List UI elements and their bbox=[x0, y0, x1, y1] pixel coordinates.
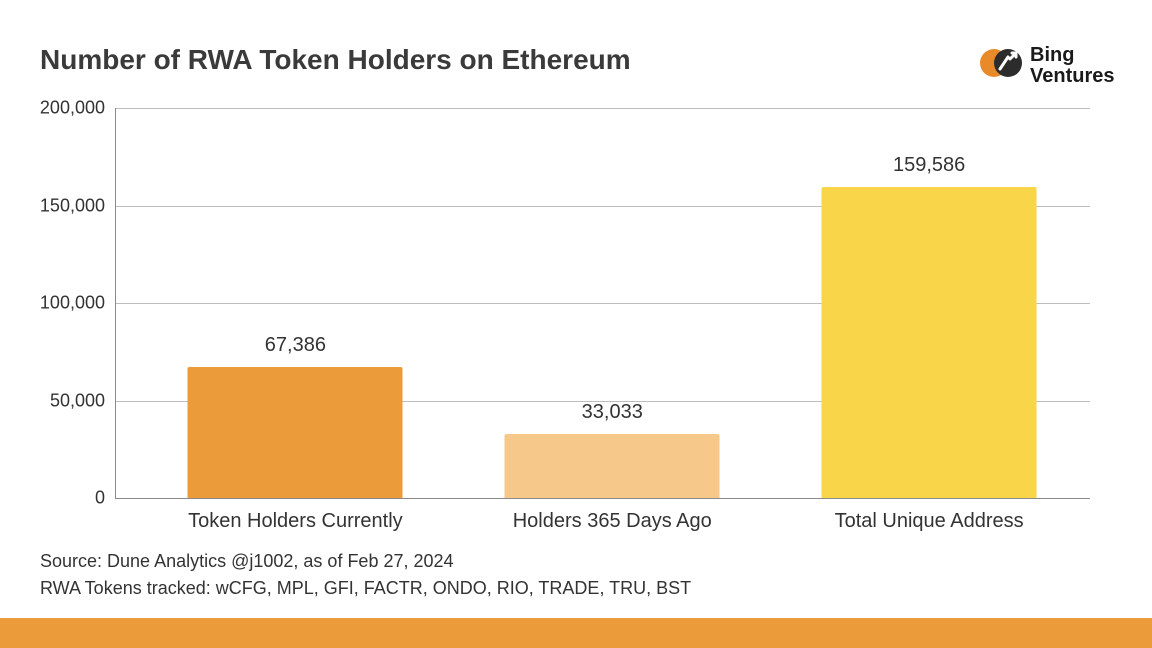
category-label: Holders 365 Days Ago bbox=[513, 510, 712, 533]
bottom-accent-band bbox=[0, 618, 1152, 648]
page-root: Number of RWA Token Holders on Ethereum … bbox=[0, 0, 1152, 648]
bar-value-label: 159,586 bbox=[893, 154, 965, 177]
category-label: Token Holders Currently bbox=[188, 510, 403, 533]
category-label: Total Unique Address bbox=[835, 510, 1024, 533]
bar-value-label: 33,033 bbox=[582, 401, 643, 424]
bar bbox=[505, 434, 720, 498]
footer-line-2: RWA Tokens tracked: wCFG, MPL, GFI, FACT… bbox=[40, 575, 691, 602]
bar-value-label: 67,386 bbox=[265, 334, 326, 357]
footer-line-1: Source: Dune Analytics @j1002, as of Feb… bbox=[40, 548, 691, 575]
y-tick-label: 50,000 bbox=[50, 390, 115, 411]
y-tick-label: 150,000 bbox=[40, 195, 115, 216]
bar-slot: 33,033Holders 365 Days Ago bbox=[505, 108, 720, 498]
bar bbox=[188, 367, 403, 498]
bar-slot: 67,386Token Holders Currently bbox=[188, 108, 403, 498]
y-tick-label: 100,000 bbox=[40, 293, 115, 314]
bar bbox=[822, 187, 1037, 498]
y-tick-label: 0 bbox=[95, 488, 115, 509]
x-axis-line bbox=[115, 498, 1090, 499]
bars-container: 67,386Token Holders Currently 33,033Holde… bbox=[115, 108, 1090, 498]
plot-area: 050,000100,000150,000200,000 67,386Token… bbox=[115, 108, 1090, 498]
y-tick-label: 200,000 bbox=[40, 98, 115, 119]
source-footnote: Source: Dune Analytics @j1002, as of Feb… bbox=[40, 548, 691, 602]
bar-slot: 159,586Total Unique Address bbox=[822, 108, 1037, 498]
